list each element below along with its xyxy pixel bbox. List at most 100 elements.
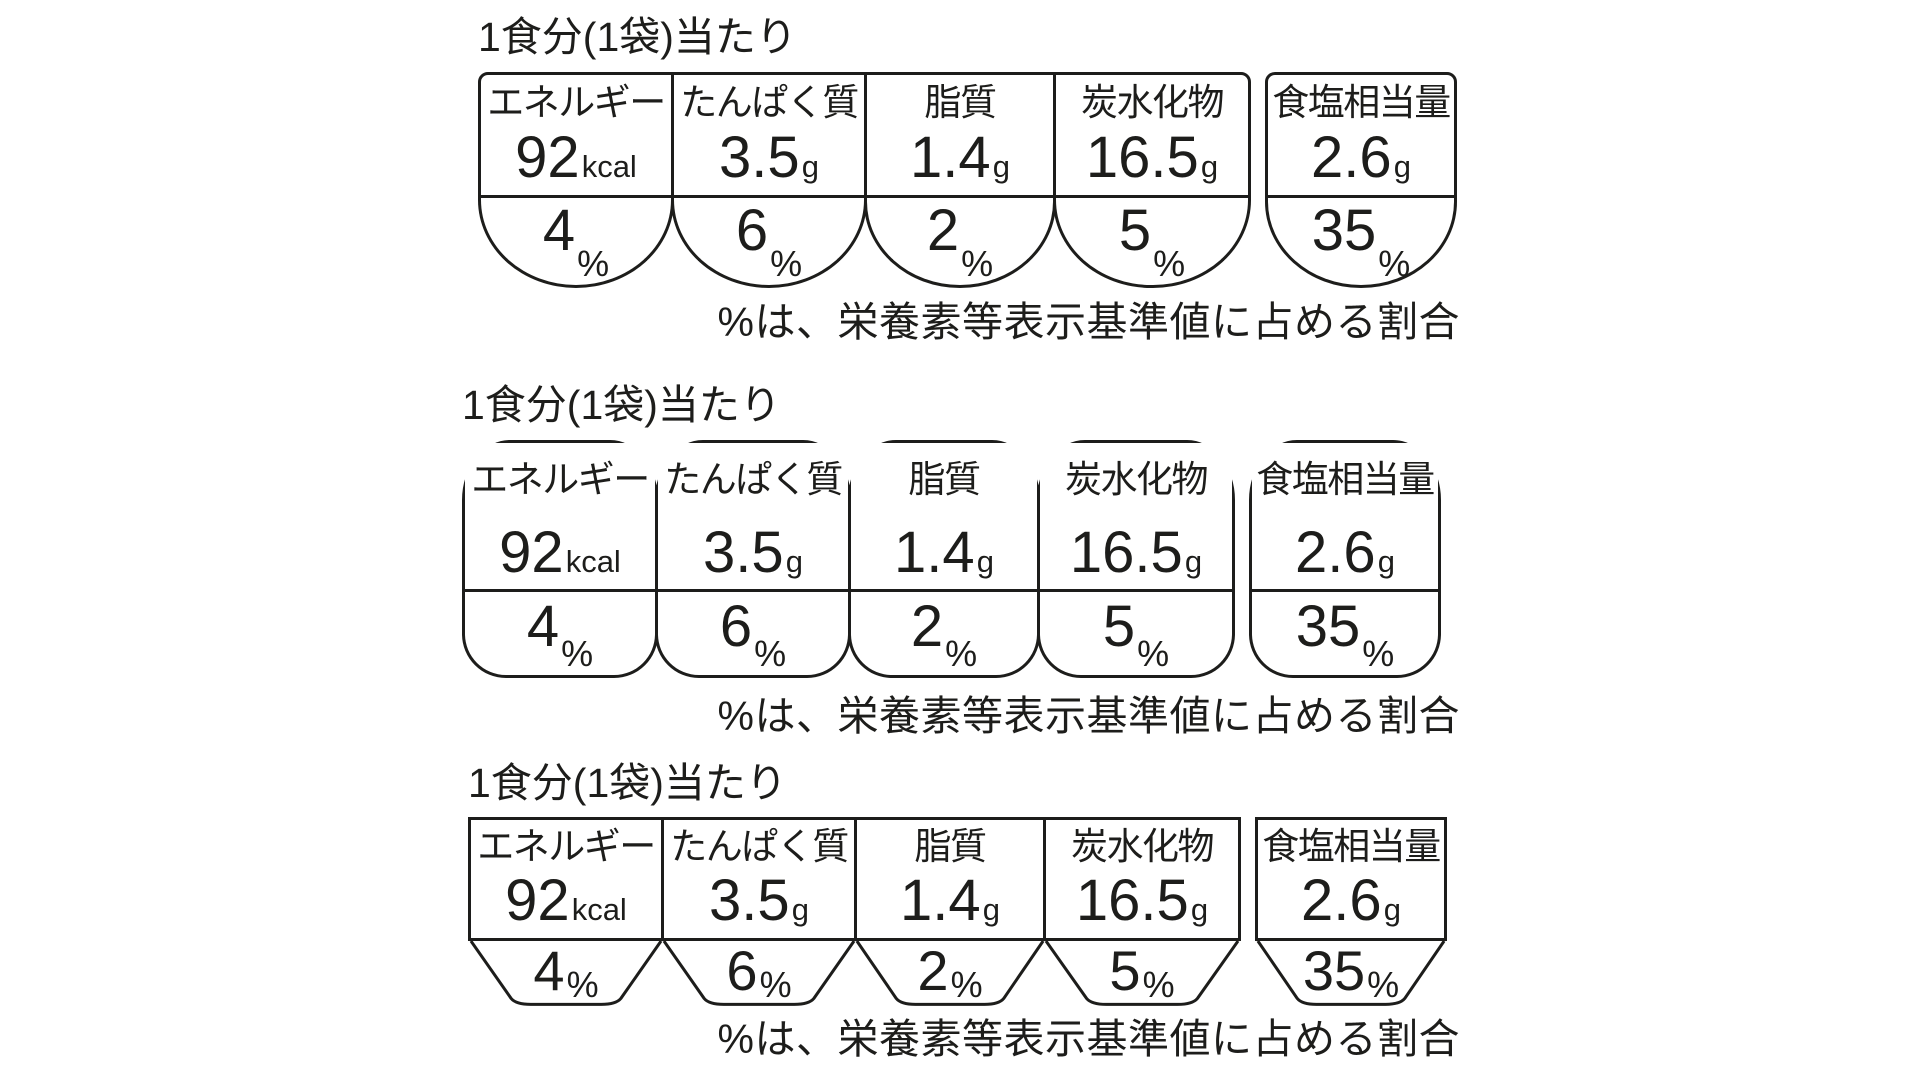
protein-percent-area: 6% (658, 592, 848, 675)
percent-sign: % (1367, 964, 1400, 1005)
cell-fat: 脂質 1.4 g 2% (854, 817, 1046, 1007)
value-unit: g (1184, 544, 1203, 579)
nutrient-name: 食塩相当量 (1262, 826, 1441, 867)
percent-number: 5 (1118, 198, 1152, 263)
percent-number: 4 (533, 939, 565, 1002)
trapezoid-shape-icon (1043, 941, 1241, 1007)
value-number: 2.6 (1301, 868, 1382, 933)
cell-protein: たんぱく質 3.5 g 6% (655, 440, 851, 678)
nutrient-name: 炭水化物 (1071, 826, 1215, 867)
percent-number: 6 (726, 939, 758, 1002)
value-unit: g (992, 149, 1010, 184)
nutrient-name: エネルギー (477, 826, 656, 867)
fat-value-box: 脂質 1.4 g (854, 817, 1046, 941)
value-unit: g (791, 892, 809, 927)
cell-carbohydrate: 炭水化物 16.5 g 5% (1043, 817, 1241, 1007)
cell-protein: たんぱく質 3.5 g 6% (671, 72, 867, 288)
nutrient-value: 16.5 g (1070, 524, 1202, 582)
carbohydrate-value-box: 炭水化物 16.5 g (1040, 443, 1232, 592)
trapezoid-shape-icon (854, 941, 1046, 1007)
percent-sign: % (759, 964, 792, 1005)
percent-sign: % (754, 633, 787, 674)
nutrient-value: 2.6 g (1311, 129, 1411, 187)
nutrient-row: エネルギー 92 kcal 4% たんぱく質 3.5 g 6% (468, 817, 1460, 1007)
protein-percent-trapezoid: 6% (661, 941, 857, 1007)
nutrient-name: 脂質 (908, 459, 982, 500)
percent-number: 2 (926, 198, 960, 263)
fat-value-box: 脂質 1.4 g (851, 443, 1037, 592)
value-number: 92 (499, 520, 564, 585)
trapezoid-shape-icon (468, 941, 664, 1007)
nutrient-name: エネルギー (471, 459, 650, 500)
nutrient-name: 食塩相当量 (1256, 459, 1435, 500)
cell-carbohydrate: 炭水化物 16.5 g 5% (1053, 72, 1251, 288)
salt-value-box: 食塩相当量 2.6 g (1255, 817, 1447, 941)
nutrient-value: 3.5 g (719, 129, 819, 187)
percent-number: 6 (735, 198, 769, 263)
value-unit: g (785, 544, 803, 579)
percent-sign: % (770, 243, 803, 284)
energy-value-box: エネルギー 92 kcal (478, 72, 674, 198)
value-unit: g (982, 892, 1000, 927)
nutrient-name: 食塩相当量 (1272, 82, 1451, 123)
value-number: 3.5 (719, 125, 800, 190)
cell-energy: エネルギー 92 kcal 4% (468, 817, 664, 1007)
serving-size-label: 1食分(1袋)当たり (468, 760, 787, 806)
percent-sign: % (950, 964, 983, 1005)
trapezoid-shape-icon (1255, 941, 1447, 1007)
value-number: 1.4 (894, 520, 975, 585)
protein-value-box: たんぱく質 3.5 g (661, 817, 857, 941)
serving-size-label: 1食分(1袋)当たり (478, 14, 797, 60)
cell-energy: エネルギー 92 kcal 4% (462, 440, 658, 678)
carbohydrate-percent-trapezoid: 5% (1043, 941, 1241, 1007)
footnote: %は、栄養素等表示基準値に占める割合 (717, 693, 1460, 739)
percent-number: 35 (1302, 939, 1366, 1002)
cell-energy: エネルギー 92 kcal 4% (478, 72, 674, 288)
fat-percent-trapezoid: 2% (854, 941, 1046, 1007)
value-unit: kcal (581, 149, 637, 184)
value-unit: g (1200, 149, 1219, 184)
percent-number: 35 (1295, 594, 1361, 659)
cell-fat: 脂質 1.4 g 2% (864, 72, 1056, 288)
footnote: %は、栄養素等表示基準値に占める割合 (717, 1016, 1460, 1062)
label-variant-trapezoids: 1食分(1袋)当たり エネルギー 92 kcal 4% たんぱく質 3.5 g (468, 760, 1460, 1063)
nutrient-value: 1.4 g (894, 524, 994, 582)
value-number: 2.6 (1295, 520, 1376, 585)
percent-number: 4 (542, 198, 576, 263)
salt-value-box: 食塩相当量 2.6 g (1265, 72, 1457, 198)
nutrient-name: たんぱく質 (664, 459, 843, 500)
nutrient-value: 1.4 g (910, 129, 1010, 187)
percent-sign: % (566, 964, 599, 1005)
nutrient-value: 16.5 g (1086, 129, 1218, 187)
nutrient-name: 脂質 (914, 826, 988, 867)
nutrient-row: エネルギー 92 kcal 4% たんぱく質 3.5 g 6% 脂質 1.4 g 2% (478, 72, 1460, 288)
nutrient-name: たんぱく質 (680, 82, 859, 123)
nutrient-value: 92 kcal (515, 129, 637, 187)
cell-fat: 脂質 1.4 g 2% (848, 440, 1040, 678)
energy-percent-bowl: 4% (478, 198, 674, 288)
nutrient-value: 2.6 g (1301, 872, 1401, 930)
value-unit: g (801, 149, 819, 184)
cell-salt: 食塩相当量 2.6 g 35% (1255, 817, 1447, 1007)
percent-number: 6 (719, 594, 753, 659)
salt-percent-trapezoid: 35% (1255, 941, 1447, 1007)
value-unit: g (1377, 544, 1395, 579)
value-unit: g (1393, 149, 1411, 184)
salt-percent-bowl: 35% (1265, 198, 1457, 288)
energy-percent-area: 4% (465, 592, 655, 675)
nutrient-value: 3.5 g (703, 524, 803, 582)
label-variant-dome-capsules: 1食分(1袋)当たり エネルギー 92 kcal 4% たんぱく質 3.5 g 6%… (462, 382, 1460, 740)
percent-sign: % (1142, 964, 1175, 1005)
carbohydrate-percent-area: 5% (1040, 592, 1232, 675)
percent-sign: % (561, 633, 594, 674)
salt-value-box: 食塩相当量 2.6 g (1252, 443, 1438, 592)
percent-number: 5 (1109, 939, 1141, 1002)
footnote: %は、栄養素等表示基準値に占める割合 (717, 299, 1460, 345)
cell-salt: 食塩相当量 2.6 g 35% (1265, 72, 1457, 288)
nutrient-name: 炭水化物 (1065, 459, 1209, 500)
nutrient-value: 92 kcal (499, 524, 621, 582)
percent-number: 35 (1311, 198, 1377, 263)
value-unit: kcal (571, 892, 627, 927)
carbohydrate-percent-bowl: 5% (1053, 198, 1251, 288)
